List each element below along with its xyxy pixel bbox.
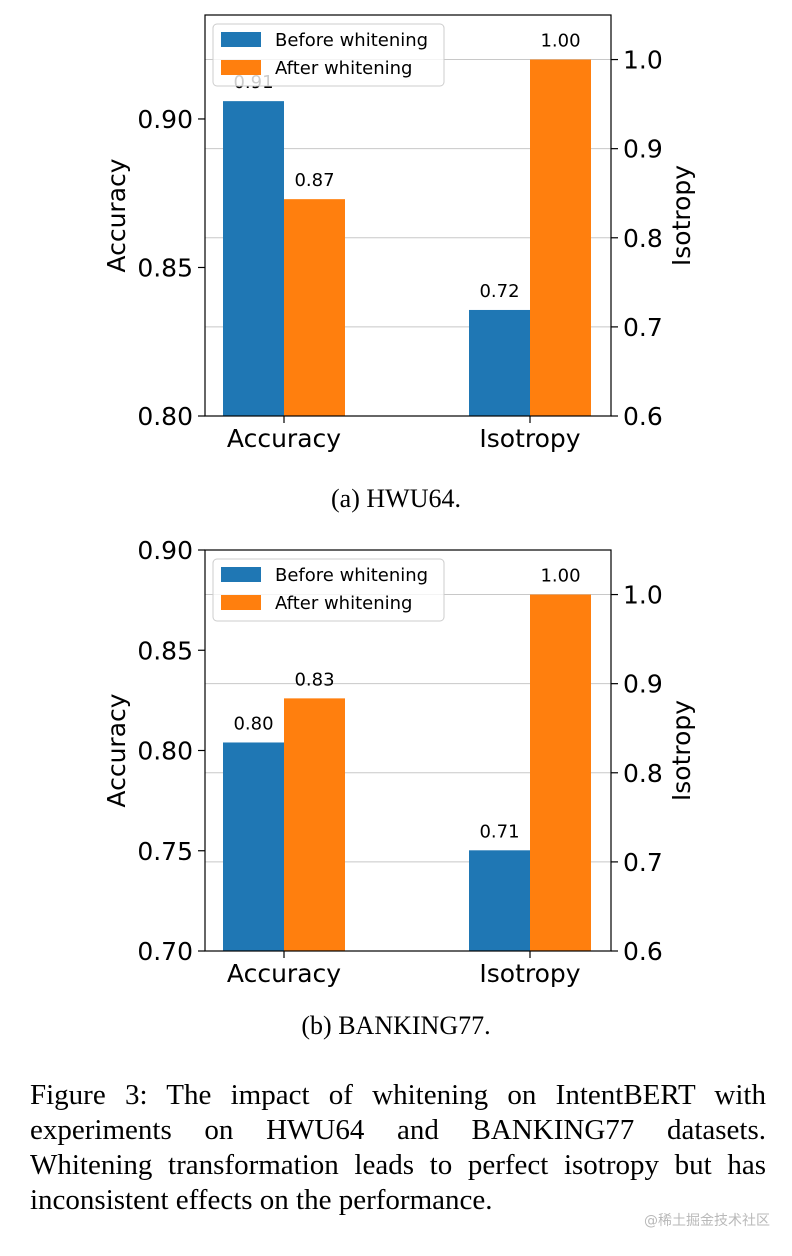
chart-b-bar-isotropy-after	[530, 594, 591, 951]
chart-a-category-label: Accuracy	[227, 424, 341, 453]
chart-a-legend-label: Before whitening	[275, 30, 428, 51]
chart-a-bar-isotropy-before	[469, 309, 530, 416]
chart-b-legend-label: After whitening	[275, 593, 412, 614]
subcaption-banking77: (b) BANKING77.	[301, 1011, 491, 1040]
chart-a-bar-accuracy-before	[223, 101, 284, 416]
chart-a-tick-label-left: 0.85	[137, 253, 193, 282]
subcaption-hwu64: (a) HWU64.	[331, 484, 461, 513]
chart-b-category-label: Isotropy	[479, 959, 580, 988]
chart-b-tick-label-right: 0.9	[623, 670, 663, 699]
chart-a-bar-label: 1.00	[540, 31, 580, 52]
chart-b-tick-label-right: 0.6	[623, 937, 663, 966]
chart-a-tick-label-right: 0.8	[623, 224, 663, 253]
chart-b-legend-swatch	[221, 567, 261, 582]
chart-b-bar-accuracy-before	[223, 742, 284, 951]
chart-a-bar-accuracy-after	[284, 199, 345, 416]
chart-a-tick-label-left: 0.90	[137, 105, 193, 134]
chart-b-legend-swatch	[221, 595, 261, 610]
chart-a-legend: Before whitening After whitening	[212, 23, 445, 87]
chart-b-legend: Before whitening After whitening	[212, 558, 445, 622]
chart-b-ylabel-right: Isotropy	[667, 700, 696, 801]
chart-a-bar-label: 0.72	[479, 281, 519, 302]
chart-a-legend-label: After whitening	[275, 58, 412, 79]
chart-b-category-label: Accuracy	[227, 959, 341, 988]
chart-b-bar-label: 0.80	[233, 713, 273, 734]
chart-a-bar-isotropy-after	[530, 59, 591, 417]
chart-a-tick-label-right: 0.6	[623, 402, 663, 431]
chart-b-bar-accuracy-after	[284, 698, 345, 951]
chart-b-tick-label-right: 0.8	[623, 759, 663, 788]
chart-a-frame	[204, 14, 612, 417]
chart-b-tick-label-left: 0.75	[137, 837, 193, 866]
chart-b-bar-label: 0.83	[294, 669, 334, 690]
chart-hwu64: 0.910.870.721.000.800.850.900.60.70.80.9…	[102, 14, 696, 453]
chart-a-ylabel-left: Accuracy	[102, 158, 131, 272]
chart-b-tick-label-left: 0.85	[137, 636, 193, 665]
chart-a-bar-label: 0.87	[294, 170, 334, 191]
chart-b-bar-label: 0.71	[479, 821, 519, 842]
watermark: @稀土掘金技术社区	[644, 1213, 770, 1229]
chart-b-ylabel-left: Accuracy	[102, 693, 131, 807]
chart-a-tick-label-right: 1.0	[623, 46, 663, 75]
chart-a-category-label: Isotropy	[479, 424, 580, 453]
chart-a-tick-label-right: 0.7	[623, 313, 663, 342]
chart-a-tick-label-right: 0.9	[623, 135, 663, 164]
chart-b-tick-label-right: 1.0	[623, 581, 663, 610]
chart-a-legend-swatch	[221, 32, 261, 47]
chart-b-legend-box	[212, 558, 445, 622]
chart-a-legend-box	[212, 23, 445, 87]
chart-b-legend-label: Before whitening	[275, 565, 428, 586]
chart-a-legend-swatch	[221, 60, 261, 75]
chart-b-bar-label: 1.00	[540, 566, 580, 587]
chart-b-tick-label-right: 0.7	[623, 848, 663, 877]
chart-a-tick-label-left: 0.80	[137, 402, 193, 431]
chart-a-ylabel-right: Isotropy	[667, 165, 696, 266]
figure-caption: Figure 3: The impact of whitening on Int…	[30, 1079, 766, 1216]
chart-b-tick-label-left: 0.80	[137, 737, 193, 766]
chart-banking77: 0.80 0.83 0.71 1.00 0.70 0.75 0.80 0.85 0.90 0.6 0…	[102, 536, 696, 988]
chart-b-bar-isotropy-before	[469, 850, 530, 951]
chart-b-tick-label-left: 0.70	[137, 937, 193, 966]
chart-b-tick-label-left: 0.90	[137, 536, 193, 565]
